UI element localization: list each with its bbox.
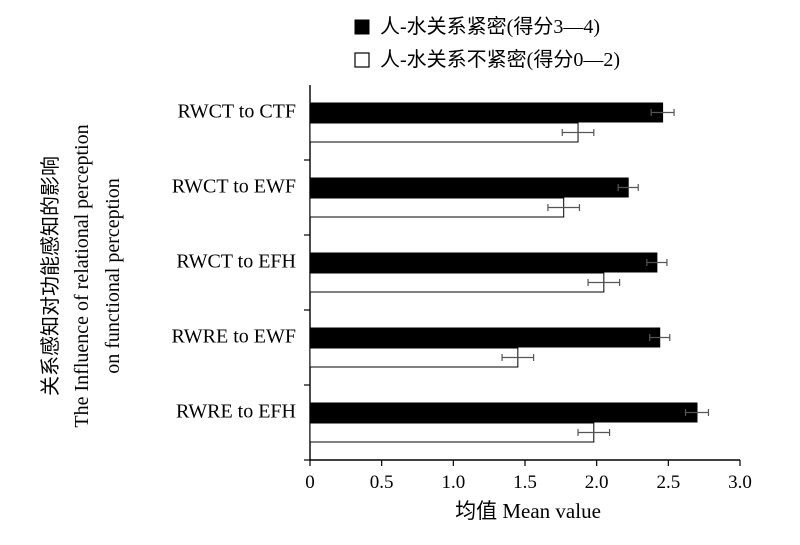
- legend: 人-水关系紧密(得分3—4) 人-水关系不紧密(得分0—2): [354, 15, 620, 71]
- category-label: RWCT to EFH: [176, 251, 296, 273]
- x-axis-title: 均值 Mean value: [455, 499, 601, 523]
- legend-label-close: 人-水关系紧密(得分3—4): [380, 15, 600, 38]
- category-label: RWRE to EFH: [176, 401, 296, 423]
- legend-swatch-close: [354, 19, 370, 35]
- legend-swatch-not-close: [354, 52, 370, 68]
- category-label: RWCT to CTF: [177, 101, 296, 123]
- bar-not-close: [309, 347, 519, 368]
- x-tick-label: 1.0: [441, 472, 465, 493]
- plot-area: 0 0.5 1.0 1.5 2.0 2.5 3.0 RWCT to CTF RWCT to EW…: [172, 85, 752, 493]
- bar-close: [309, 252, 658, 273]
- y-axis-title-en-1: The Influence of relational perception: [71, 124, 93, 427]
- bar-not-close: [309, 272, 605, 293]
- bar-close: [309, 102, 664, 123]
- x-tick-label: 0.5: [370, 472, 394, 493]
- bar-close: [309, 177, 629, 198]
- y-axis-title: 关系感知对功能感知的影响 The Influence of relational…: [39, 124, 124, 427]
- category-label: RWRE to EWF: [172, 326, 296, 348]
- x-tick-label: 2.0: [585, 472, 609, 493]
- bar-close: [309, 402, 698, 423]
- x-tick-label: 2.5: [656, 472, 680, 493]
- y-axis-title-en-2: on functional perception: [102, 178, 124, 374]
- bar-not-close: [309, 422, 595, 443]
- legend-label-not-close: 人-水关系不紧密(得分0—2): [380, 48, 620, 71]
- x-tick-label: 0: [305, 472, 315, 493]
- y-axis-title-zh: 关系感知对功能感知的影响: [39, 156, 62, 396]
- bar-not-close: [309, 197, 565, 218]
- x-tick-label: 3.0: [728, 472, 752, 493]
- category-label: RWCT to EWF: [172, 176, 296, 198]
- bar-not-close: [309, 122, 579, 143]
- bar-close: [309, 327, 661, 348]
- x-tick-label: 1.5: [513, 472, 537, 493]
